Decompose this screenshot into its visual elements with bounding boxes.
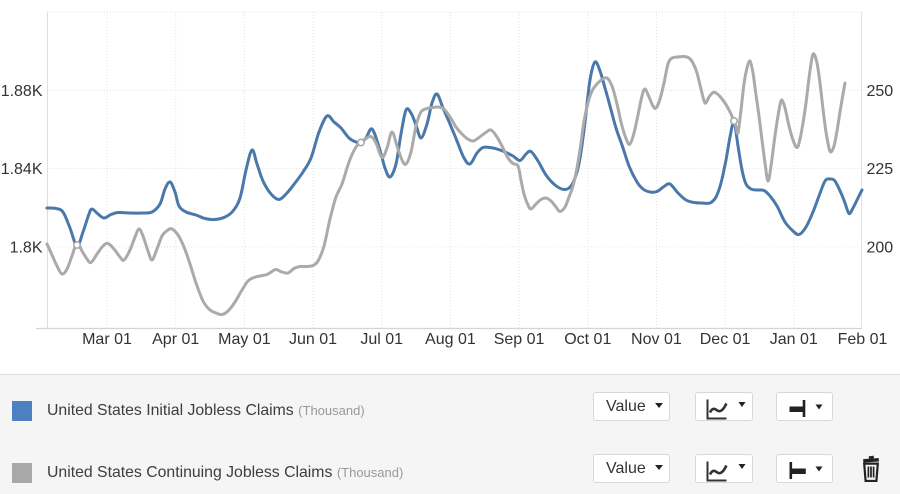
- svg-text:Mar 01: Mar 01: [82, 331, 132, 348]
- svg-text:May 01: May 01: [218, 331, 271, 348]
- svg-text:200: 200: [867, 239, 894, 256]
- svg-text:Oct 01: Oct 01: [564, 331, 611, 348]
- svg-text:Feb 01: Feb 01: [838, 331, 888, 348]
- svg-text:1.84K: 1.84K: [1, 161, 43, 178]
- svg-text:Jan 01: Jan 01: [770, 331, 818, 348]
- svg-text:Aug 01: Aug 01: [425, 331, 476, 348]
- svg-text:Sep 01: Sep 01: [494, 331, 545, 348]
- svg-text:1.8K: 1.8K: [10, 239, 43, 256]
- svg-text:Apr 01: Apr 01: [152, 331, 199, 348]
- svg-text:225: 225: [867, 161, 894, 178]
- svg-text:Jul 01: Jul 01: [360, 331, 403, 348]
- svg-text:Dec 01: Dec 01: [700, 331, 751, 348]
- svg-text:Nov 01: Nov 01: [631, 331, 682, 348]
- svg-text:250: 250: [867, 83, 894, 100]
- svg-text:Jun 01: Jun 01: [289, 331, 337, 348]
- svg-text:1.88K: 1.88K: [1, 83, 43, 100]
